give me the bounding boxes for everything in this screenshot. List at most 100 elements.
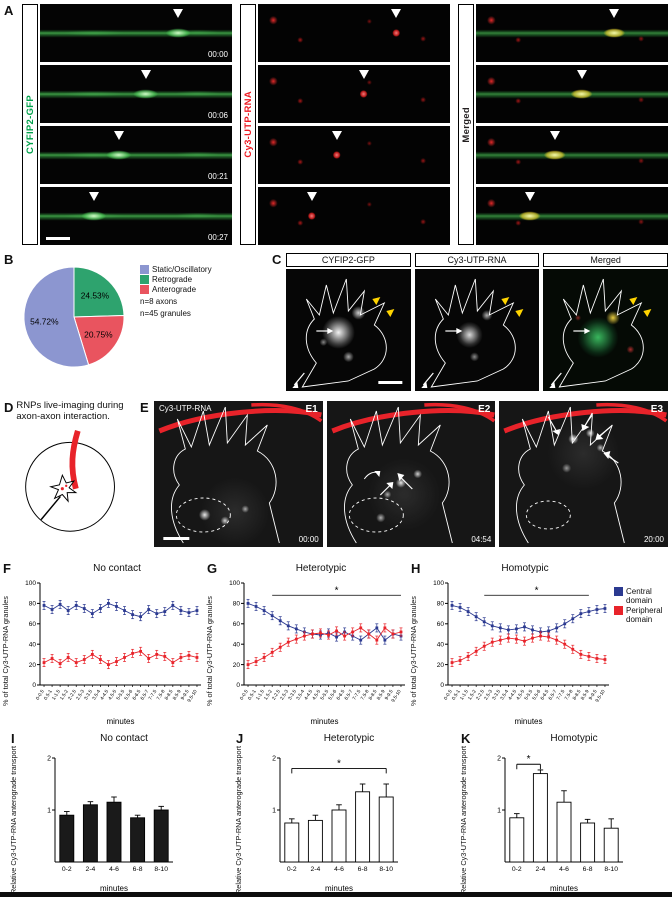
microscopy-frame: 00:00 — [40, 4, 232, 62]
microscopy-frame — [476, 187, 668, 245]
legend-label: Retrograde — [152, 275, 193, 284]
svg-text:8-8.5: 8-8.5 — [572, 689, 583, 702]
rnp-dot — [65, 484, 68, 487]
svg-text:1.5-2: 1.5-2 — [467, 689, 478, 702]
y-axis-label: Relative Cy3-UTP-RNA anterograde transpo… — [459, 745, 468, 895]
panel-d-content: RNPs live-imaging during axon-axon inter… — [16, 400, 134, 553]
growthcone-image-gfp — [286, 269, 411, 391]
arrowhead-icon — [331, 131, 342, 140]
arrowhead-icon — [140, 70, 151, 79]
svg-text:0-2: 0-2 — [287, 866, 297, 873]
svg-text:6.5-7: 6.5-7 — [547, 689, 558, 702]
svg-text:9-9.5: 9-9.5 — [588, 689, 599, 702]
row-b-c: B 24.53% 20.75% 54.72% Static/Oscillatory … — [0, 253, 672, 393]
bottom-border-bar — [0, 892, 672, 897]
legend-swatch-peripheral — [614, 606, 623, 615]
legend-item: Peripheral domain — [614, 606, 670, 624]
svg-text:0.5-1: 0.5-1 — [451, 689, 462, 702]
legend-item: Central domain — [614, 587, 670, 605]
legend-label: Anterograde — [152, 285, 197, 294]
svg-text:24.53%: 24.53% — [81, 290, 110, 300]
scale-bar — [378, 381, 403, 384]
panel-g: G Heterotypic % of total Cy3-UTP-RNA gra… — [205, 562, 410, 727]
contacting-axon — [423, 402, 496, 423]
y-axis-label: % of total Cy3-UTP-RNA granules — [205, 596, 214, 706]
growthcone-outline — [343, 406, 453, 544]
svg-text:8.5-9: 8.5-9 — [580, 689, 591, 702]
sample-size-axons: n=8 axons — [140, 297, 178, 306]
arrowhead-icon — [113, 131, 124, 140]
svg-text:1: 1 — [272, 807, 276, 814]
panel-j: J Heterotypic Relative Cy3-UTP-RNA anter… — [234, 732, 437, 895]
svg-text:0: 0 — [32, 682, 36, 689]
panel-i: I No contact Relative Cy3-UTP-RNA antero… — [9, 732, 212, 895]
svg-text:minutes: minutes — [310, 717, 338, 726]
panel-d: D RNPs live-imaging during axon-axon int… — [4, 400, 134, 553]
svg-text:2-2.5: 2-2.5 — [271, 689, 282, 702]
svg-text:8.5-9: 8.5-9 — [172, 689, 183, 702]
chart-title: No contact — [100, 733, 148, 744]
svg-text:7.5-8: 7.5-8 — [360, 689, 371, 702]
granule-arrow-icon — [603, 451, 611, 459]
panel-d-label: D — [4, 400, 14, 415]
svg-text:1: 1 — [497, 807, 501, 814]
growthcone-outline — [171, 406, 280, 544]
svg-text:minutes: minutes — [550, 884, 578, 893]
curved-arrow-icon — [374, 471, 381, 477]
y-axis-label: % of total Cy3-UTP-RNA granules — [409, 596, 418, 706]
c-title-merged: Merged — [543, 253, 669, 267]
svg-text:3.5-4: 3.5-4 — [91, 689, 102, 702]
panel-e: E Cy3-UTP-RNA E1 00:00 — [140, 401, 669, 553]
chart-title: Heterotypic — [295, 563, 347, 574]
central-domain-outline — [348, 497, 404, 533]
svg-text:6.5-7: 6.5-7 — [343, 689, 354, 702]
svg-text:*: * — [527, 754, 531, 765]
legend-item: Anterograde — [140, 285, 212, 294]
yellow-arrowhead-icon — [629, 297, 638, 305]
svg-text:6-6.5: 6-6.5 — [539, 689, 550, 702]
granule-arrow-icon — [595, 433, 604, 440]
svg-text:2-4: 2-4 — [535, 866, 545, 873]
axon-line — [40, 495, 62, 520]
c-image-merged: Merged — [543, 253, 669, 393]
microscopy-frame — [258, 65, 450, 123]
svg-text:5.5-6: 5.5-6 — [531, 689, 542, 702]
arrowhead-icon — [524, 192, 535, 201]
legend-swatch-central — [614, 587, 623, 596]
svg-text:4-4.5: 4-4.5 — [303, 689, 314, 702]
svg-text:minutes: minutes — [106, 717, 134, 726]
frame-tag: E1 — [305, 404, 318, 415]
yellow-arrowhead-icon — [501, 297, 510, 305]
svg-text:5-5.5: 5-5.5 — [319, 689, 330, 702]
arrowhead-icon — [391, 9, 402, 18]
legend-item: Static/Oscillatory — [140, 265, 212, 274]
svg-text:80: 80 — [29, 601, 37, 608]
cell-outline-overlay — [421, 278, 524, 388]
bar-chart-no-contact: 1 2 0-2 2-4 4-6 6-8 8-10 minutes — [47, 755, 173, 893]
panel-k: K Homotypic Relative Cy3-UTP-RNA anterog… — [459, 732, 662, 895]
svg-text:9-9.5: 9-9.5 — [384, 689, 395, 702]
panel-f-label: F — [3, 561, 11, 576]
svg-text:6-8: 6-8 — [358, 866, 368, 873]
c-image-rna: Cy3-UTP-RNA — [414, 253, 540, 393]
row-i-j-k: I No contact Relative Cy3-UTP-RNA antero… — [0, 732, 672, 895]
c-title-gfp: CYFIP2-GFP — [286, 253, 411, 267]
svg-text:5-5.5: 5-5.5 — [115, 689, 126, 702]
contacting-axon — [596, 402, 668, 423]
svg-text:8-8.5: 8-8.5 — [368, 689, 379, 702]
granule-arrow-icon — [386, 482, 394, 489]
svg-text:40: 40 — [437, 641, 445, 648]
svg-text:0-0.5: 0-0.5 — [35, 689, 46, 702]
microscopy-frame: 00:21 — [40, 126, 232, 184]
svg-text:minutes: minutes — [325, 884, 353, 893]
svg-text:4-6: 4-6 — [334, 866, 344, 873]
panel-a-label: A — [4, 3, 14, 18]
svg-text:100: 100 — [433, 580, 444, 587]
e-frame-3: E3 20:00 — [499, 401, 669, 547]
svg-text:80: 80 — [233, 601, 241, 608]
e3-overlay — [503, 402, 668, 544]
svg-text:4.5-5: 4.5-5 — [311, 689, 322, 702]
svg-text:100: 100 — [25, 580, 36, 587]
channel-label-rna-text: Cy3-UTP-RNA — [242, 91, 254, 158]
central-domain-outline — [175, 497, 231, 533]
